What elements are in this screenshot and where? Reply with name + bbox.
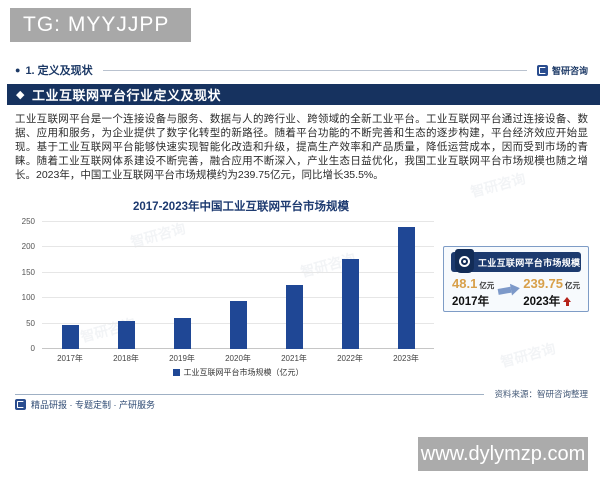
gridline bbox=[42, 271, 434, 273]
y-tick-label: 200 bbox=[21, 242, 35, 252]
banner-title-bar: ◆ 工业互联网平台行业定义及现状 bbox=[7, 84, 600, 105]
footer-brand-row: 精品研报 · 专题定制 · 产研服务 bbox=[15, 398, 155, 411]
end-year: 2023年 bbox=[523, 296, 561, 308]
chart-plot bbox=[42, 221, 434, 349]
brand-name: 智研咨询 bbox=[551, 65, 588, 76]
bar-2019年 bbox=[173, 317, 191, 349]
legend-label: 工业互联网平台市场规模（亿元） bbox=[183, 368, 304, 377]
x-tick-label: 2019年 bbox=[169, 354, 195, 363]
section-header: ● 1. 定义及现状 智研咨询 bbox=[15, 62, 588, 78]
x-axis: 2017年 2018年 2019年 2020年 2021年 2022年 2023年 bbox=[42, 353, 434, 364]
bar-column bbox=[210, 222, 266, 349]
gridline bbox=[42, 221, 434, 222]
x-tick-label: 2018年 bbox=[113, 354, 139, 363]
x-tick-label: 2023年 bbox=[393, 354, 419, 363]
bar-2023年 bbox=[397, 227, 415, 349]
chart-legend: 工业互联网平台市场规模（亿元） bbox=[42, 367, 434, 378]
bar-column bbox=[378, 222, 434, 349]
bar-column bbox=[42, 222, 98, 349]
y-tick-label: 100 bbox=[21, 293, 35, 303]
diamond-icon: ◆ bbox=[16, 89, 25, 101]
chart-bars bbox=[42, 222, 434, 349]
watermark-text: 智研咨询 bbox=[498, 340, 558, 370]
start-value: 48.1 bbox=[452, 276, 478, 291]
footer-line bbox=[15, 393, 485, 395]
x-tick-label: 2017年 bbox=[57, 354, 83, 363]
y-axis: 0 50 100 150 200 250 bbox=[12, 217, 38, 353]
start-year: 2017年 bbox=[452, 296, 490, 308]
brand-logo-icon bbox=[15, 399, 26, 410]
bar-2021年 bbox=[285, 284, 303, 349]
footer-tagline: 精品研报 · 专题定制 · 产研服务 bbox=[31, 400, 155, 410]
brand-logo: 智研咨询 bbox=[536, 64, 588, 77]
bar-column bbox=[322, 222, 378, 349]
footer-divider-row: 资料来源：智研咨询整理 bbox=[15, 388, 588, 400]
telegram-badge: TG: MYYJJPP bbox=[10, 8, 191, 42]
metric-start: 48.1 亿元 2017年 bbox=[452, 276, 494, 309]
x-tick-label: 2022年 bbox=[337, 354, 363, 363]
bar-column bbox=[266, 222, 322, 349]
website-badge: www.dylymzp.com bbox=[418, 437, 588, 471]
market-size-chart: 2017-2023年中国工业互联网平台市场规模 0 50 100 150 200 250 … bbox=[12, 198, 440, 384]
data-source: 资料来源：智研咨询整理 bbox=[494, 389, 588, 399]
bar-column bbox=[154, 222, 210, 349]
infobox-body: 48.1 亿元 2017年 239.75 亿元 2023年 bbox=[444, 272, 588, 309]
y-tick-label: 50 bbox=[26, 318, 35, 328]
bar-2020年 bbox=[229, 301, 247, 349]
legend-swatch-icon bbox=[172, 369, 180, 376]
gridline bbox=[42, 297, 434, 299]
end-unit: 亿元 bbox=[564, 281, 580, 290]
summary-infobox: 工业互联网平台市场规模 48.1 亿元 2017年 239.75 亿元 2023… bbox=[443, 246, 589, 312]
brand-logo-icon bbox=[536, 64, 548, 76]
target-badge-icon bbox=[455, 249, 474, 273]
bullet-icon: ● bbox=[15, 65, 21, 75]
up-arrow-icon bbox=[563, 296, 572, 306]
start-unit: 亿元 bbox=[479, 281, 495, 290]
section-label: 1. 定义及现状 bbox=[25, 65, 93, 77]
gridline bbox=[42, 246, 434, 248]
chart-title: 2017-2023年中国工业互联网平台市场规模 bbox=[133, 201, 349, 213]
right-arrow-icon bbox=[497, 281, 521, 298]
infobox-title: 工业互联网平台市场规模 bbox=[478, 257, 581, 268]
y-tick-label: 150 bbox=[21, 267, 35, 277]
y-tick-label: 250 bbox=[21, 217, 35, 226]
banner-title: 工业互联网平台行业定义及现状 bbox=[31, 88, 221, 103]
bar-2017年 bbox=[61, 324, 79, 349]
divider-line bbox=[102, 69, 527, 71]
y-tick-label: 0 bbox=[30, 344, 35, 353]
bar-column bbox=[98, 222, 154, 349]
infobox-header: 工业互联网平台市场规模 bbox=[451, 249, 581, 273]
bar-2018年 bbox=[117, 321, 135, 349]
end-value: 239.75 bbox=[523, 276, 563, 291]
x-tick-label: 2020年 bbox=[225, 354, 251, 363]
body-paragraph: 工业互联网平台是一个连接设备与服务、数据与人的跨行业、跨领域的全新工业平台。工业… bbox=[15, 113, 588, 181]
bar-2022年 bbox=[341, 259, 359, 349]
x-tick-label: 2021年 bbox=[281, 354, 307, 363]
metric-end: 239.75 亿元 2023年 bbox=[523, 276, 580, 309]
